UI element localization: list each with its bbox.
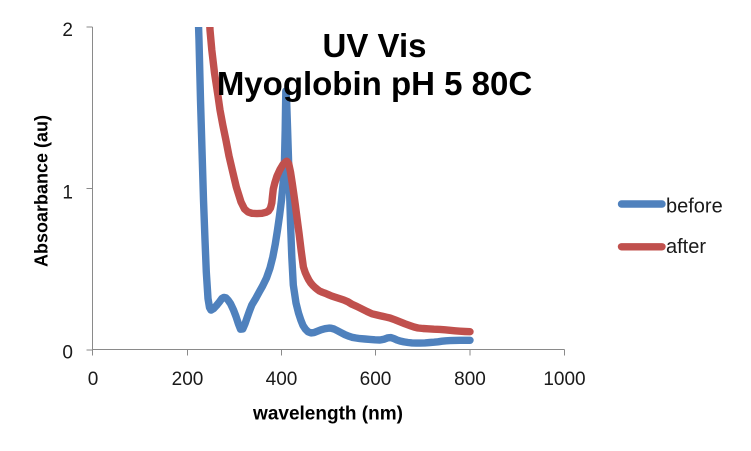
svg-text:200: 200 (172, 369, 204, 390)
svg-text:after: after (666, 236, 706, 258)
svg-text:0: 0 (88, 369, 99, 390)
svg-text:UV Vis: UV Vis (323, 27, 427, 64)
svg-text:2: 2 (62, 20, 73, 41)
svg-text:before: before (666, 196, 723, 218)
svg-text:wavelength (nm): wavelength (nm) (252, 404, 403, 425)
svg-text:800: 800 (454, 369, 486, 390)
svg-text:Absoarbance (au): Absoarbance (au) (32, 115, 52, 267)
svg-text:1000: 1000 (543, 369, 585, 390)
svg-text:600: 600 (360, 369, 392, 390)
svg-text:Myoglobin pH 5 80C: Myoglobin pH 5 80C (217, 65, 532, 102)
svg-text:0: 0 (62, 343, 73, 364)
svg-text:1: 1 (62, 183, 73, 204)
svg-text:400: 400 (266, 369, 298, 390)
